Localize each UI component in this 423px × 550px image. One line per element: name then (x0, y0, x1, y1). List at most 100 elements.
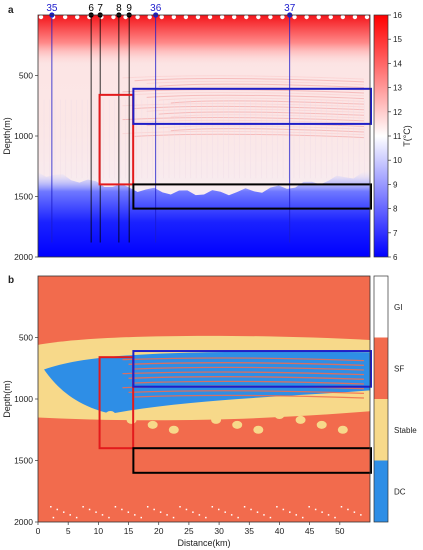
y-tick-label: 500 (19, 71, 33, 81)
category-swatch (374, 399, 388, 461)
stability-field (38, 276, 370, 522)
intrusion-streak (146, 94, 364, 100)
gi-speck (88, 508, 91, 511)
surface-dot (219, 14, 225, 20)
x-tick-label: 50 (335, 526, 345, 536)
panel-b-y-axis: 500 1000 1500 2000 (14, 333, 38, 527)
sf-streak (128, 362, 364, 366)
station-label: 37 (284, 3, 296, 14)
intrusion-streak (158, 83, 364, 88)
y-tick-label: 1500 (14, 456, 33, 466)
surface-dot (171, 14, 177, 20)
stable-patch (126, 415, 137, 424)
category-swatch (374, 460, 388, 522)
gi-speck (69, 514, 71, 516)
colorbar-gradient (373, 14, 389, 258)
surface-dot (268, 14, 273, 20)
gi-speck (243, 506, 246, 508)
surface-dot (62, 14, 68, 20)
cold-layer (38, 169, 370, 257)
red-box (98, 356, 135, 450)
surface-dot (328, 14, 333, 20)
stable-patch (337, 425, 348, 434)
surface-dot (195, 14, 201, 20)
surface-dot (352, 14, 358, 20)
surface-dot (304, 14, 309, 20)
intrusion-streak (158, 125, 364, 130)
intrusion-streak (146, 108, 364, 114)
colorbar-tick-label: 12 (393, 108, 402, 117)
gi-speck (172, 516, 175, 519)
gi-speck (282, 508, 285, 511)
intrusion-streak (134, 78, 364, 83)
gi-speck (314, 508, 317, 511)
gi-speck (50, 506, 52, 508)
surface-dot (75, 14, 80, 20)
x-tick-label: 45 (305, 526, 315, 536)
x-tick-label: 35 (245, 526, 255, 536)
x-tick-label: 5 (66, 526, 71, 536)
x-tick-label: 30 (214, 526, 224, 536)
gi-speck (360, 514, 362, 516)
category-swatch (374, 337, 388, 399)
x-tick-label: 40 (275, 526, 285, 536)
gi-speck (114, 506, 117, 508)
sf-streak (128, 376, 364, 380)
gi-speck (159, 511, 162, 513)
stable-patch (189, 410, 200, 419)
gi-speck (211, 506, 214, 508)
gi-speck (205, 516, 207, 519)
colorbar-label: T(°C) (402, 125, 412, 147)
intrusion-streak (170, 128, 364, 133)
intrusion-streak (170, 114, 364, 119)
station-label: 6 (88, 3, 94, 14)
y-tick-label: 500 (19, 333, 33, 343)
category-label: SF (394, 364, 404, 373)
panel-b-x-axis: 0 5 10 15 20 25 30 35 40 45 50 (36, 522, 345, 536)
gi-speck (146, 506, 149, 508)
black-box (132, 183, 372, 210)
gi-speck (218, 508, 220, 511)
warm-layer (38, 15, 370, 66)
station-label: 7 (97, 3, 103, 14)
surface-dot (147, 14, 152, 20)
surface-dot (340, 14, 346, 20)
panel-a-y-label: Depth(m) (2, 117, 12, 155)
black-box (132, 447, 372, 474)
surface-dot (256, 14, 261, 20)
gi-speck (101, 514, 104, 516)
sf-streak (134, 380, 364, 385)
stable-patch (295, 415, 306, 424)
colorbar-tick-label: 15 (393, 35, 402, 44)
surface-dot (159, 14, 164, 20)
intrusion-streak (170, 100, 364, 105)
gi-speck (52, 516, 55, 519)
y-tick-label: 2000 (14, 252, 33, 262)
surface-dot (111, 14, 116, 20)
gi-speck (192, 511, 194, 513)
gi-speck (185, 508, 188, 511)
gi-speck (153, 508, 155, 511)
temperature-field (38, 14, 370, 257)
surface-dot (316, 14, 321, 20)
surface-dot (123, 14, 128, 20)
intrusion-streak (122, 75, 364, 80)
surface-dot (231, 14, 237, 20)
colorbar-tick-label: 13 (393, 84, 402, 93)
gi-speck (62, 511, 65, 513)
surface-dot (244, 14, 249, 20)
intrusion-streak (158, 97, 364, 102)
colorbar-tick-label: 11 (393, 132, 402, 141)
gi-speck (224, 511, 226, 513)
gi-speck (334, 516, 336, 519)
surface-dot (207, 14, 213, 20)
station-label: 8 (116, 3, 122, 14)
gi-speck (353, 511, 356, 513)
gi-speck (127, 511, 130, 513)
intrusion-streak (158, 111, 364, 116)
stable-patch (168, 425, 179, 434)
y-tick-label: 1000 (14, 131, 33, 141)
surface-dot (135, 14, 140, 20)
panel-b-y-label: Depth(m) (2, 380, 12, 418)
